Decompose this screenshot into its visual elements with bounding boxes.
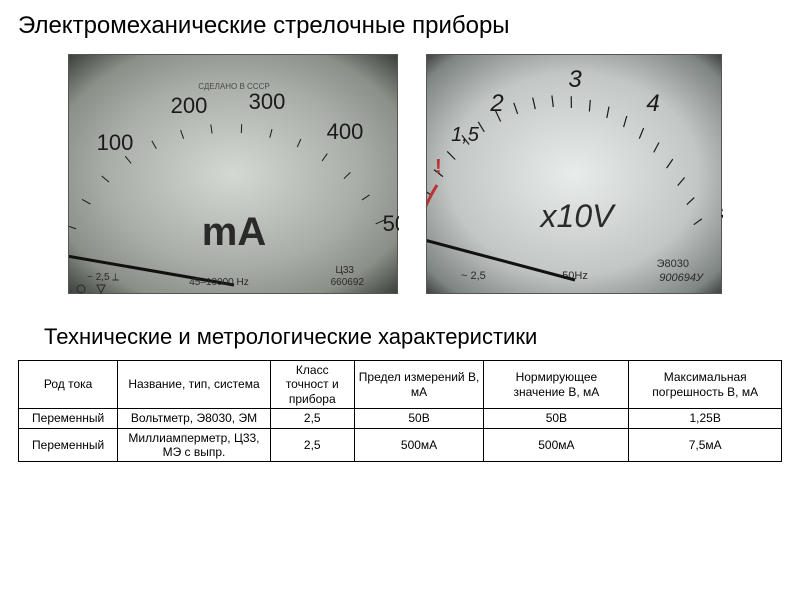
svg-text:!: !	[435, 156, 442, 178]
svg-text:400: 400	[327, 119, 364, 144]
cell: 2,5	[270, 409, 354, 428]
svg-text:~ 2,5: ~ 2,5	[461, 270, 486, 282]
subtitle: Технические и метрологические характерис…	[44, 324, 782, 350]
col-header: Род тока	[19, 361, 118, 409]
svg-text:5: 5	[720, 198, 723, 225]
svg-text:~ 2,5 ⟂: ~ 2,5 ⟂	[87, 272, 119, 283]
table-header-row: Род тока Название, тип, система Класс то…	[19, 361, 782, 409]
cell: Миллиамперметр, Ц33, МЭ с выпр.	[118, 428, 271, 462]
gauge-left-inscription: СДЕЛАНО В СССР	[198, 82, 269, 91]
svg-text:100: 100	[97, 130, 134, 155]
col-header: Нормирующее значение В, мА	[484, 361, 629, 409]
svg-text:45–10000 Hz: 45–10000 Hz	[189, 277, 249, 288]
gauge-milliammeter: 0 100 200 300 400 500 СДЕЛАНО В СССР mA …	[68, 54, 398, 294]
svg-text:3: 3	[568, 66, 582, 93]
cell: 7,5мА	[629, 428, 782, 462]
svg-text:2: 2	[489, 90, 503, 117]
cell: 1,25В	[629, 409, 782, 428]
cell: 50В	[484, 409, 629, 428]
table-row: Переменный Миллиамперметр, Ц33, МЭ с вып…	[19, 428, 782, 462]
gauge-left-unit: mA	[202, 210, 266, 254]
page-title: Электромеханические стрелочные приборы	[18, 12, 782, 40]
cell: Вольтметр, Э8030, ЭМ	[118, 409, 271, 428]
col-header: Предел измерений В, мА	[354, 361, 484, 409]
col-header: Класс точност и прибора	[270, 361, 354, 409]
spec-table: Род тока Название, тип, система Класс то…	[18, 360, 782, 462]
svg-text:500: 500	[383, 211, 399, 236]
svg-text:900694У: 900694У	[659, 272, 704, 284]
cell: 500мА	[354, 428, 484, 462]
table-row: Переменный Вольтметр, Э8030, ЭМ 2,5 50В …	[19, 409, 782, 428]
svg-text:300: 300	[249, 89, 286, 114]
col-header: Название, тип, система	[118, 361, 271, 409]
svg-text:50Hz: 50Hz	[562, 270, 588, 282]
cell: 2,5	[270, 428, 354, 462]
col-header: Максимальная погрешность В, мА	[629, 361, 782, 409]
svg-text:4: 4	[646, 90, 659, 117]
svg-text:Ц33: Ц33	[335, 265, 354, 276]
cell: Переменный	[19, 409, 118, 428]
gauge-voltmeter: 0 1,5 2 3 4 5 ! x10V ~ 2,5 50Hz Э8030 90…	[426, 54, 722, 294]
svg-text:200: 200	[171, 93, 208, 118]
svg-text:660692: 660692	[331, 277, 365, 288]
gauge-right-unit: x10V	[539, 198, 617, 234]
cell: 500мА	[484, 428, 629, 462]
gauges-row: 0 100 200 300 400 500 СДЕЛАНО В СССР mA …	[68, 54, 782, 294]
cell: 50В	[354, 409, 484, 428]
svg-text:Э8030: Э8030	[657, 258, 689, 270]
gauge-right-needle	[427, 237, 575, 280]
svg-text:1,5: 1,5	[451, 124, 480, 146]
cell: Переменный	[19, 428, 118, 462]
